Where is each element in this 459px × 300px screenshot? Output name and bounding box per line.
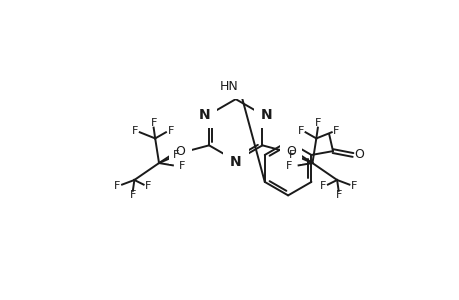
Text: F: F: [335, 190, 341, 200]
Text: O: O: [353, 148, 364, 161]
Text: F: F: [150, 118, 157, 128]
Text: F: F: [114, 181, 120, 191]
Text: F: F: [297, 126, 303, 136]
Text: F: F: [289, 150, 295, 160]
Text: F: F: [132, 126, 138, 136]
Text: F: F: [129, 190, 136, 200]
Text: F: F: [285, 161, 292, 171]
Text: F: F: [145, 181, 151, 191]
Text: N: N: [230, 154, 241, 169]
Text: F: F: [332, 126, 339, 136]
Text: F: F: [319, 181, 326, 191]
Text: F: F: [179, 161, 185, 171]
Text: F: F: [173, 150, 179, 160]
Text: F: F: [314, 118, 320, 128]
Text: N: N: [261, 107, 272, 122]
Text: O: O: [175, 145, 185, 158]
Text: F: F: [350, 181, 357, 191]
Text: O: O: [285, 145, 295, 158]
Text: N: N: [198, 107, 210, 122]
Text: HN: HN: [220, 80, 238, 92]
Text: F: F: [167, 126, 174, 136]
